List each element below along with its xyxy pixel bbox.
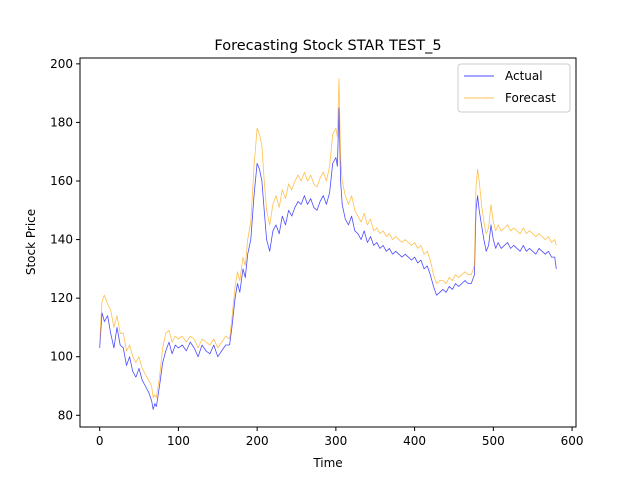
x-tick-label: 400 <box>403 434 426 448</box>
series-layer <box>99 78 557 410</box>
x-tick-label: 500 <box>482 434 505 448</box>
y-tick-label: 140 <box>50 233 73 247</box>
legend-label-actual: Actual <box>505 69 543 83</box>
x-tick-label: 300 <box>324 434 347 448</box>
series-line-actual <box>99 107 557 410</box>
y-tick-label: 120 <box>50 291 73 305</box>
y-tick-label: 100 <box>50 350 73 364</box>
x-tick-label: 100 <box>167 434 190 448</box>
y-tick-label: 200 <box>50 57 73 71</box>
x-tick-label: 600 <box>561 434 584 448</box>
y-axis-label: Stock Price <box>24 209 38 275</box>
plot-area-frame <box>79 57 577 428</box>
x-tick-label: 200 <box>246 434 269 448</box>
x-axis-ticks: 0 100 200 300 400 500 600 <box>96 427 584 448</box>
y-tick-label: 160 <box>50 174 73 188</box>
series-line-forecast <box>99 78 557 399</box>
x-axis-label: Time <box>312 456 342 470</box>
x-tick-label: 0 <box>96 434 104 448</box>
y-axis-ticks: 80 100 120 140 160 180 200 <box>50 57 80 422</box>
y-tick-label: 180 <box>50 115 73 129</box>
legend: Actual Forecast <box>457 63 571 113</box>
chart-title: Forecasting Stock STAR TEST_5 <box>214 38 441 54</box>
y-tick-label: 80 <box>58 408 73 422</box>
legend-label-forecast: Forecast <box>505 91 556 105</box>
